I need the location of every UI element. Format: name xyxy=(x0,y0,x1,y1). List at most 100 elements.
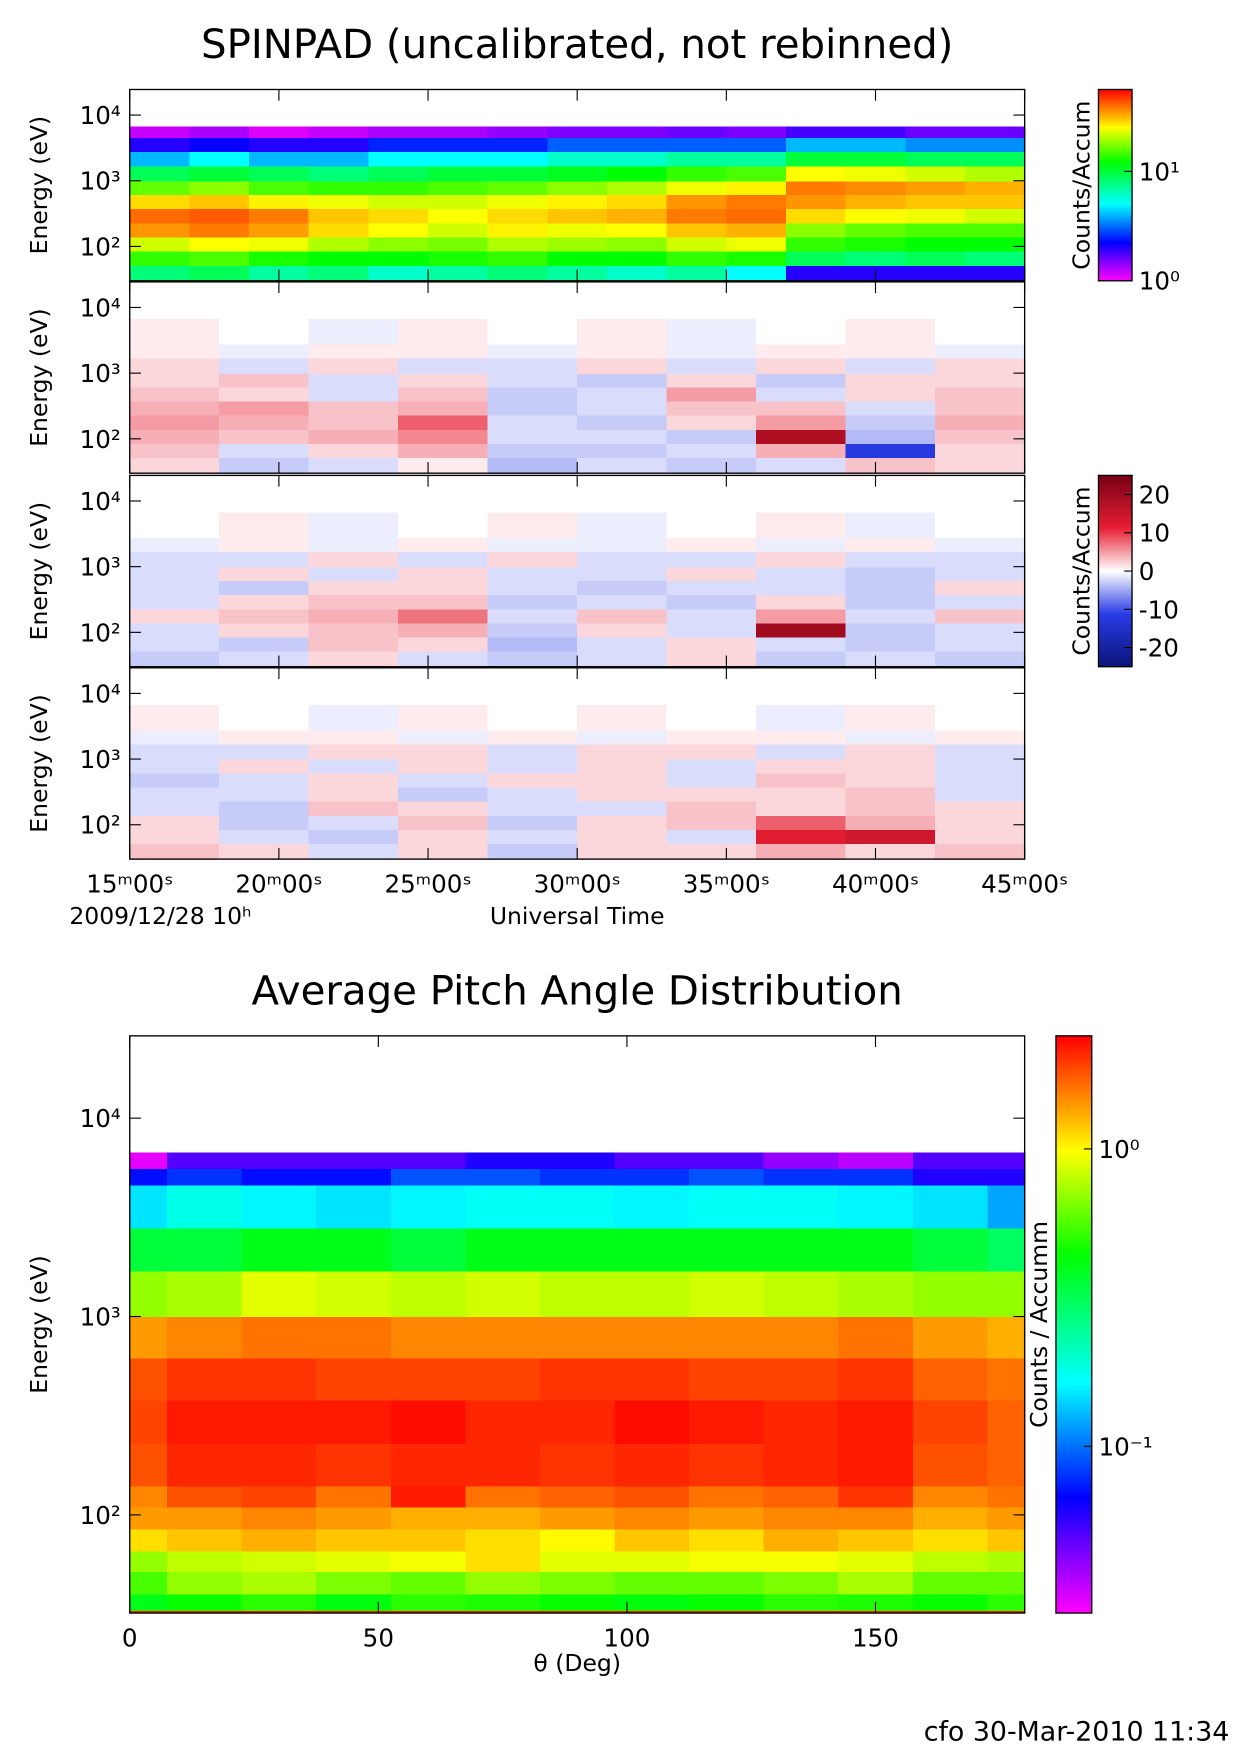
heatmap-cell xyxy=(129,743,220,760)
heatmap-cell xyxy=(756,457,847,474)
y-tick-label: 10² xyxy=(80,232,121,261)
heatmap-cell xyxy=(308,622,399,638)
heatmap-cell xyxy=(129,386,220,402)
heatmap-cell xyxy=(129,137,191,153)
heatmap-cell xyxy=(786,222,847,238)
heatmap-cell xyxy=(614,1270,690,1318)
heatmap-cell xyxy=(607,194,668,210)
heatmap-cell xyxy=(219,551,310,568)
heatmap-cell xyxy=(845,772,936,788)
heatmap-cell xyxy=(428,126,489,138)
heatmap-cell xyxy=(577,743,668,760)
heatmap-cell xyxy=(308,772,399,788)
heatmap-cell xyxy=(241,1528,317,1552)
heatmap-cell xyxy=(398,551,489,568)
heatmap-cell xyxy=(167,1506,243,1530)
heatmap-cell xyxy=(219,343,310,359)
heatmap-cell xyxy=(607,208,668,224)
heatmap-cell xyxy=(241,1610,317,1614)
heatmap-cell xyxy=(465,1270,541,1318)
heatmap-cell xyxy=(577,400,668,416)
heatmap-cell xyxy=(308,443,399,459)
heatmap-cell xyxy=(308,786,399,802)
heatmap-cell xyxy=(577,512,668,538)
heatmap-cell xyxy=(241,1185,317,1229)
heatmap-cell xyxy=(428,265,489,282)
heatmap-cell xyxy=(129,759,220,774)
heatmap-cell xyxy=(607,137,668,153)
heatmap-cell xyxy=(614,1485,690,1508)
heatmap-cell xyxy=(577,386,668,402)
heatmap-cell xyxy=(614,1168,690,1186)
heatmap-cell xyxy=(666,415,757,430)
heatmap-cell xyxy=(428,165,489,182)
heatmap-cell xyxy=(756,743,847,760)
y-axis-label: Energy (eV) xyxy=(25,308,53,447)
heatmap-cell xyxy=(786,126,847,138)
heatmap-cell xyxy=(666,251,728,266)
heatmap-cell xyxy=(935,743,1026,760)
heatmap-cell xyxy=(487,126,549,138)
heatmap-cell xyxy=(905,208,966,224)
heatmap-cell xyxy=(964,165,1026,182)
heatmap-cell xyxy=(539,1168,616,1186)
heatmap-cell xyxy=(487,843,578,860)
heatmap-cell xyxy=(577,415,668,430)
heatmap-cell xyxy=(487,180,549,196)
heatmap-cell xyxy=(219,594,310,610)
heatmap-cell xyxy=(905,165,966,182)
heatmap-cell xyxy=(129,318,220,345)
heatmap-cell xyxy=(756,759,847,774)
heatmap-cell xyxy=(368,137,429,153)
colorbar-tick-label: 10⁰ xyxy=(1139,267,1180,296)
heatmap-cell xyxy=(308,343,399,359)
heatmap-cell xyxy=(219,651,310,668)
heatmap-cell xyxy=(726,222,787,238)
heatmap-cell xyxy=(398,457,489,474)
heatmap-cell xyxy=(547,236,608,252)
heatmap-cell xyxy=(912,1185,989,1229)
heatmap-cell xyxy=(845,443,936,459)
heatmap-cell xyxy=(786,236,847,252)
y-tick-label: 10² xyxy=(80,1501,121,1530)
heatmap-cell xyxy=(607,265,668,282)
heatmap-cells xyxy=(129,126,1026,282)
heatmap-cell xyxy=(756,843,847,860)
heatmap-cell xyxy=(666,622,757,638)
heatmap-cell xyxy=(935,512,1026,538)
heatmap-cell xyxy=(726,194,787,210)
heatmap-cell xyxy=(241,1550,317,1572)
heatmap-cell xyxy=(614,1152,690,1169)
heatmap-cell xyxy=(935,358,1026,374)
heatmap-cell xyxy=(689,1485,765,1508)
heatmap-cell xyxy=(129,829,220,845)
heatmap-cell xyxy=(614,1550,690,1572)
heatmap-cell xyxy=(390,1485,467,1508)
heatmap-cell xyxy=(308,800,399,816)
heatmap-cell xyxy=(577,800,668,816)
heatmap-cell xyxy=(398,743,489,760)
heatmap-cell xyxy=(577,537,668,553)
heatmap-cell xyxy=(241,1168,317,1186)
heatmap-cell xyxy=(398,786,489,802)
heatmap-cell xyxy=(465,1506,541,1530)
heatmap-cell xyxy=(241,1593,317,1612)
heatmap-cell xyxy=(905,265,966,282)
heatmap-cell xyxy=(398,729,489,745)
heatmap-cell xyxy=(845,165,906,182)
heatmap-cell xyxy=(905,251,966,266)
heatmap-cell xyxy=(129,1610,168,1614)
heatmap-cell xyxy=(219,704,310,731)
heatmap-cell xyxy=(845,815,936,831)
heatmap-cell xyxy=(465,1610,541,1614)
heatmap-cell xyxy=(241,1443,317,1487)
heatmap-cell xyxy=(316,1571,392,1595)
heatmap-cell xyxy=(756,318,847,345)
heatmap-cell xyxy=(845,786,936,802)
heatmap-cell xyxy=(398,843,489,860)
heatmap-cell xyxy=(316,1316,392,1359)
heatmap-cell xyxy=(219,636,310,652)
heatmap-cell xyxy=(219,400,310,416)
heatmap-cell xyxy=(726,265,787,282)
heatmap-cell xyxy=(398,386,489,402)
